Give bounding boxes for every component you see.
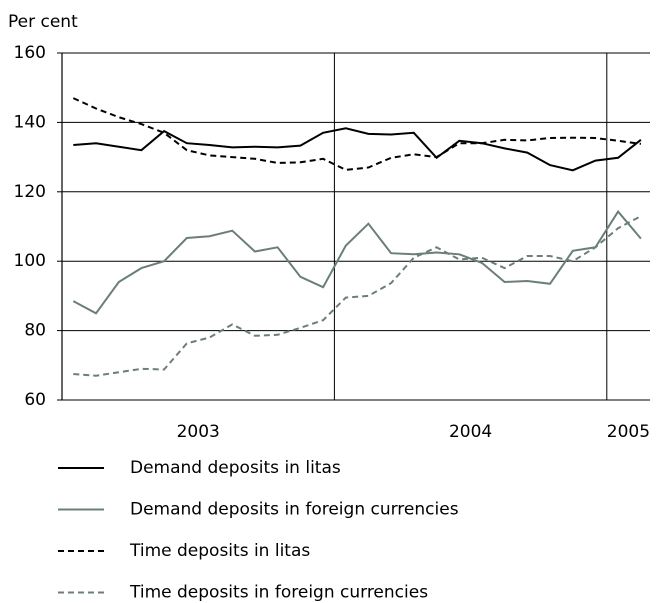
series-line [73,215,642,377]
legend-label: Demand deposits in litas [130,458,341,478]
y-tick-label: 80 [24,321,46,341]
series-line [73,127,642,172]
y-axis-label: Per cent [8,12,78,32]
y-tick-label: 120 [14,182,46,202]
y-tick-label: 100 [14,251,46,271]
series-line [72,97,642,171]
y-tick-label: 160 [14,43,46,63]
legend-label: Time deposits in litas [129,541,310,561]
x-group-label: 2003 [177,422,220,442]
legend-label: Time deposits in foreign currencies [129,583,428,603]
x-group-label: 2005 [607,422,650,442]
y-tick-label: 60 [24,390,46,410]
legend-label: Demand deposits in foreign currencies [130,500,459,520]
y-tick-label: 140 [14,112,46,132]
series-line [72,209,642,315]
x-group-label: 2004 [449,422,492,442]
